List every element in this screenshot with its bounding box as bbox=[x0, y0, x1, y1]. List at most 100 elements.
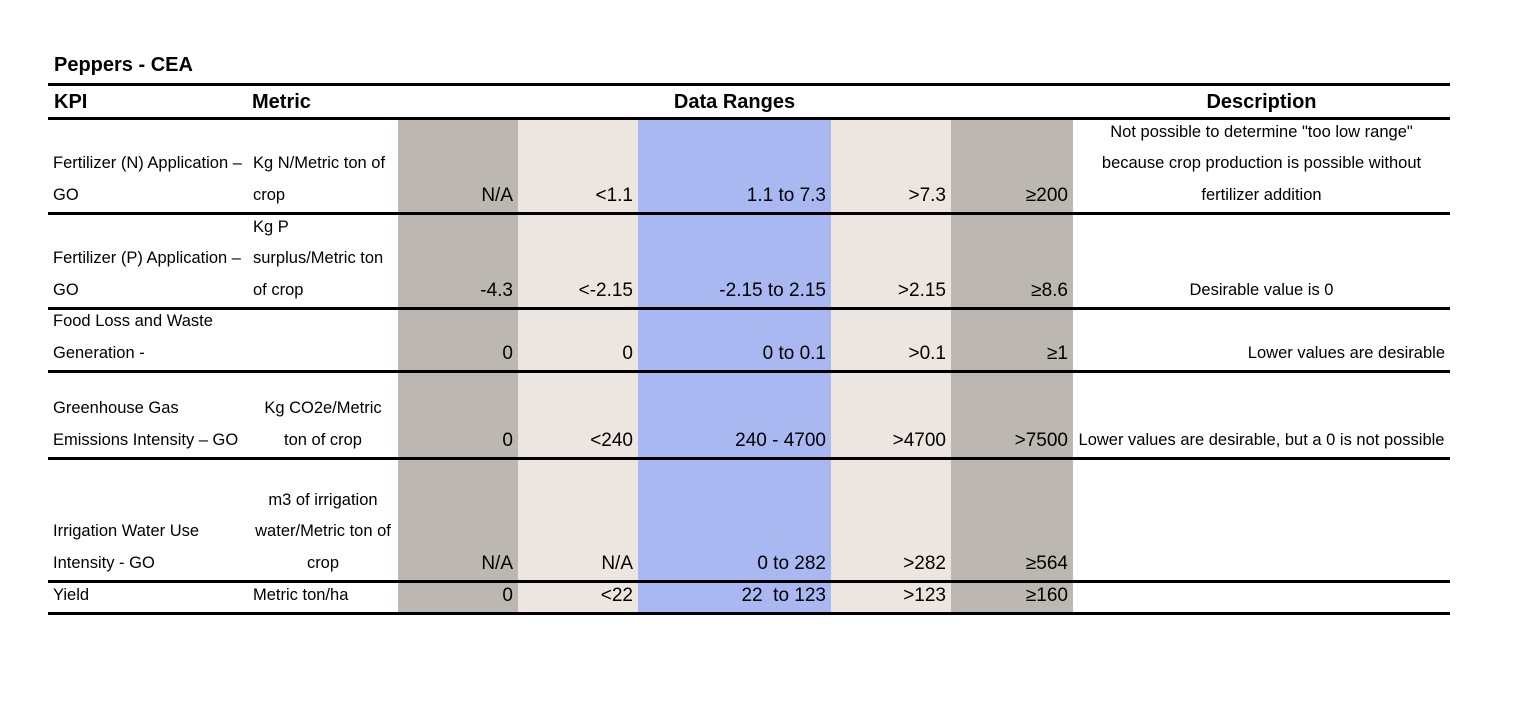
range-cell-text: 1.1 to 7.3 bbox=[746, 184, 826, 206]
rule bbox=[48, 370, 1450, 373]
kpi-cell: Yield bbox=[48, 582, 248, 611]
range-band bbox=[951, 118, 1073, 612]
range-cell-text: ≥200 bbox=[1025, 184, 1068, 206]
range-cell-text: ≥160 bbox=[1025, 584, 1068, 606]
range-cell-text: >0.1 bbox=[908, 342, 946, 364]
kpi-cell: Greenhouse Gas Emissions Intensity – GO bbox=[48, 372, 248, 456]
kpi-cell: Fertilizer (N) Application – GO bbox=[48, 120, 248, 211]
range-cell: 0 bbox=[398, 582, 518, 611]
range-cell-text: >282 bbox=[903, 552, 946, 574]
range-band bbox=[518, 118, 638, 612]
range-cell-text: >7.3 bbox=[908, 184, 946, 206]
metric-cell-text: m3 of irrigation water/Metric ton of cro… bbox=[255, 490, 396, 572]
range-cell-text: 0 bbox=[502, 342, 513, 364]
range-cell-text: ≥1 bbox=[1047, 342, 1068, 364]
range-cell: <-2.15 bbox=[518, 214, 638, 306]
kpi-cell-text: Fertilizer (N) Application – GO bbox=[53, 154, 247, 204]
range-cell: >0.1 bbox=[831, 309, 951, 369]
rule bbox=[48, 612, 1450, 615]
range-cell: ≥160 bbox=[951, 582, 1073, 611]
range-cell: N/A bbox=[518, 459, 638, 579]
description-cell-text: Not possible to determine "too low range… bbox=[1101, 122, 1426, 204]
header-cell: Metric bbox=[252, 91, 311, 113]
range-cell-text: >2.15 bbox=[897, 279, 946, 301]
metric-cell: m3 of irrigation water/Metric ton of cro… bbox=[248, 459, 398, 579]
kpi-cell-text: Food Loss and Waste Generation - bbox=[53, 312, 218, 362]
range-cell-text: 0 to 282 bbox=[757, 552, 826, 574]
range-band bbox=[638, 118, 831, 612]
range-cell: 1.1 to 7.3 bbox=[638, 120, 831, 211]
range-cell-text: >7500 bbox=[1014, 429, 1068, 451]
range-cell: <22 bbox=[518, 582, 638, 611]
header-cell: Data Ranges bbox=[673, 91, 796, 113]
range-cell: 240 - 4700 bbox=[638, 372, 831, 456]
range-cell-text: >4700 bbox=[892, 429, 946, 451]
metric-cell-text: Kg CO2e/Metric ton of crop bbox=[264, 399, 387, 449]
metric-cell: Kg N/Metric ton of crop bbox=[248, 120, 398, 211]
range-cell: <1.1 bbox=[518, 120, 638, 211]
range-cell: -2.15 to 2.15 bbox=[638, 214, 831, 306]
header-cell: KPI bbox=[54, 91, 88, 113]
range-cell-text: 0 bbox=[502, 429, 513, 451]
range-cell: 0 bbox=[398, 372, 518, 456]
kpi-cell: Fertilizer (P) Application – GO bbox=[48, 214, 248, 306]
range-cell: -4.3 bbox=[398, 214, 518, 306]
range-cell-text: 0 to 0.1 bbox=[762, 342, 826, 364]
range-cell: >7.3 bbox=[831, 120, 951, 211]
range-cell-text: 0 bbox=[502, 584, 513, 606]
range-cell: 0 to 282 bbox=[638, 459, 831, 579]
range-cell: 22 to 123 bbox=[638, 582, 831, 611]
metric-cell-text: Metric ton/ha bbox=[253, 585, 349, 604]
kpi-cell-text: Irrigation Water Use Intensity - GO bbox=[53, 522, 204, 572]
range-cell-text: >123 bbox=[903, 584, 946, 606]
range-cell-text: -2.15 to 2.15 bbox=[719, 279, 826, 301]
range-cell-text: ≥564 bbox=[1025, 552, 1068, 574]
description-cell: Lower values are desirable, but a 0 is n… bbox=[1073, 372, 1450, 456]
range-cell-text: 0 bbox=[622, 342, 633, 364]
range-cell-text: N/A bbox=[481, 184, 513, 206]
range-cell-text: N/A bbox=[601, 552, 633, 574]
kpi-cell-text: Greenhouse Gas Emissions Intensity – GO bbox=[53, 399, 239, 449]
description-cell: Not possible to determine "too low range… bbox=[1073, 120, 1450, 211]
range-cell-text: -4.3 bbox=[480, 279, 513, 301]
range-cell-text: 22 to 123 bbox=[741, 584, 826, 606]
range-band bbox=[831, 118, 951, 612]
range-cell: ≥1 bbox=[951, 309, 1073, 369]
kpi-cell: Irrigation Water Use Intensity - GO bbox=[48, 459, 248, 579]
range-cell: 0 bbox=[518, 309, 638, 369]
rule bbox=[48, 83, 1450, 86]
description-cell-text: Desirable value is 0 bbox=[1189, 280, 1334, 299]
range-cell: ≥8.6 bbox=[951, 214, 1073, 306]
rule bbox=[48, 457, 1450, 460]
range-cell-text: <-2.15 bbox=[578, 279, 633, 301]
range-cell: ≥200 bbox=[951, 120, 1073, 211]
description-cell: Lower values are desirable bbox=[1073, 309, 1450, 369]
table-title: Peppers - CEA bbox=[54, 54, 193, 76]
range-cell: N/A bbox=[398, 120, 518, 211]
description-cell: Desirable value is 0 bbox=[1073, 214, 1450, 306]
range-cell: 0 bbox=[398, 309, 518, 369]
range-cell: 0 to 0.1 bbox=[638, 309, 831, 369]
description-cell-text: Lower values are desirable, but a 0 is n… bbox=[1078, 430, 1445, 449]
metric-cell: Kg CO2e/Metric ton of crop bbox=[248, 372, 398, 456]
range-cell-text: ≥8.6 bbox=[1031, 279, 1068, 301]
header-cell: Description bbox=[1206, 91, 1317, 113]
metric-cell: Kg P surplus/Metric ton of crop bbox=[248, 214, 398, 306]
rule bbox=[48, 212, 1450, 215]
range-cell-text: <240 bbox=[590, 429, 633, 451]
rule bbox=[48, 117, 1450, 120]
range-cell: <240 bbox=[518, 372, 638, 456]
range-band bbox=[398, 118, 518, 612]
range-cell-text: 240 - 4700 bbox=[735, 429, 826, 451]
kpi-cell: Food Loss and Waste Generation - bbox=[48, 309, 248, 369]
range-cell: N/A bbox=[398, 459, 518, 579]
kpi-cell-text: Fertilizer (P) Application – GO bbox=[53, 249, 246, 299]
description-cell-text: Lower values are desirable bbox=[1247, 343, 1445, 362]
metric-cell-text: Kg P surplus/Metric ton of crop bbox=[253, 217, 388, 299]
rule bbox=[48, 307, 1450, 310]
range-cell-text: <1.1 bbox=[595, 184, 633, 206]
range-cell: >282 bbox=[831, 459, 951, 579]
range-cell: >4700 bbox=[831, 372, 951, 456]
range-cell: ≥564 bbox=[951, 459, 1073, 579]
